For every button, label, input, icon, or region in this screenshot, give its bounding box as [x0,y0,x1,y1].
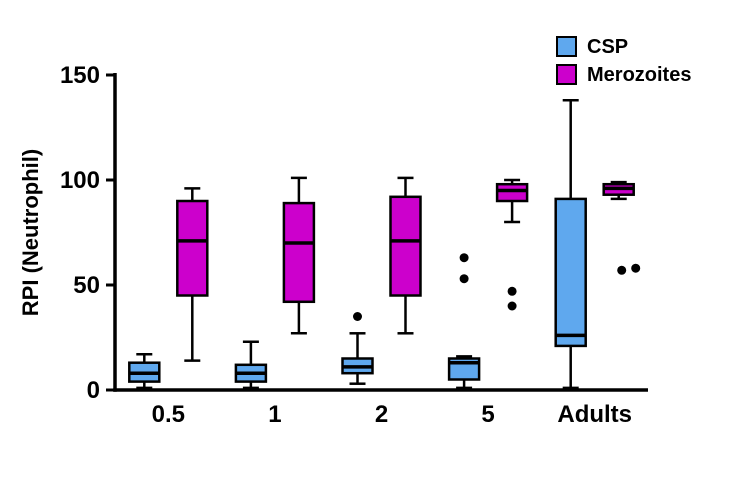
box-merozoites-1 [282,201,316,304]
y-axis-title: RPI (Neutrophil) [18,149,43,316]
outlier-point [631,263,641,273]
x-category-label: 1 [268,401,281,428]
box-merozoites-5 [495,182,529,203]
y-tick-label: 50 [73,272,100,299]
y-tick-label: 150 [60,62,100,89]
y-tick-label: 100 [60,167,100,194]
x-category-label: 5 [481,401,494,428]
merozoites-color-swatch [556,64,577,85]
y-tick-label: 0 [87,377,100,404]
box-merozoites-2 [389,195,422,297]
outlier-point [353,312,362,321]
legend-item-csp: CSP [556,36,691,57]
outlier-point [459,274,469,284]
outlier-point [459,253,469,263]
x-category-label: 0.5 [152,401,185,428]
legend: CSP Merozoites [556,36,691,85]
legend-item-merozoites: Merozoites [556,64,691,85]
box-merozoites-0.5 [176,199,209,297]
outlier-point [617,265,627,275]
legend-label-csp: CSP [587,35,629,58]
legend-label-merozoites: Merozoites [587,63,692,86]
x-category-label: 2 [375,401,388,428]
outlier-point [507,301,517,311]
outlier-point [507,286,517,296]
box-csp-Adults [554,197,587,348]
csp-color-swatch [556,36,577,57]
x-category-label: Adults [557,401,632,428]
